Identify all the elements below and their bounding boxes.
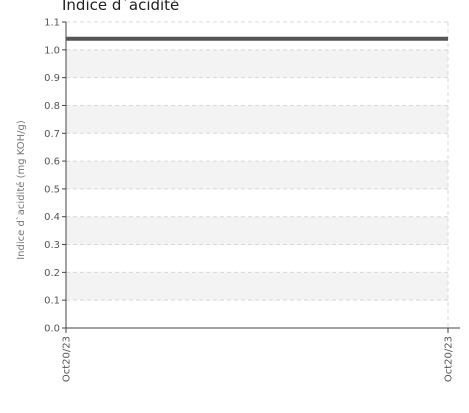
y-tick-label: 1.0 <box>44 45 60 56</box>
y-tick-label: 0.9 <box>44 73 60 84</box>
y-tick-label: 0.4 <box>44 212 60 223</box>
grid-band <box>66 105 448 134</box>
y-tick-label: 0.7 <box>44 129 60 140</box>
grid-band <box>66 49 448 78</box>
grid-band <box>66 216 448 245</box>
y-tick-label: 0.1 <box>44 296 60 307</box>
axes <box>65 22 460 329</box>
x-tick-label: Oct20/23 <box>444 336 455 382</box>
y-axis-label: Indice d`acidité (mg KOH/g) <box>15 120 27 260</box>
x-axis-ticks: Oct20/23 Oct20/23 <box>62 328 455 382</box>
y-axis-ticks: 0.0 0.1 0.2 0.3 0.4 0.5 0.6 0.7 0.8 0.9 1.0 1.1 <box>44 18 66 335</box>
grid-lines <box>66 21 449 328</box>
grid-band <box>66 272 448 301</box>
y-tick-label: 1.1 <box>44 18 60 29</box>
y-tick-label: 0.6 <box>44 157 60 168</box>
grid-band <box>66 161 448 189</box>
y-tick-label: 0.3 <box>44 240 60 251</box>
grid-bands <box>66 49 448 301</box>
x-tick-label: Oct20/23 <box>62 336 73 382</box>
y-tick-label: 0.5 <box>44 184 60 195</box>
y-tick-label: 0.0 <box>44 324 60 335</box>
y-tick-label: 0.2 <box>44 268 60 279</box>
chart-title: Indice d`acidité <box>62 0 180 14</box>
y-tick-label: 0.8 <box>44 101 60 112</box>
